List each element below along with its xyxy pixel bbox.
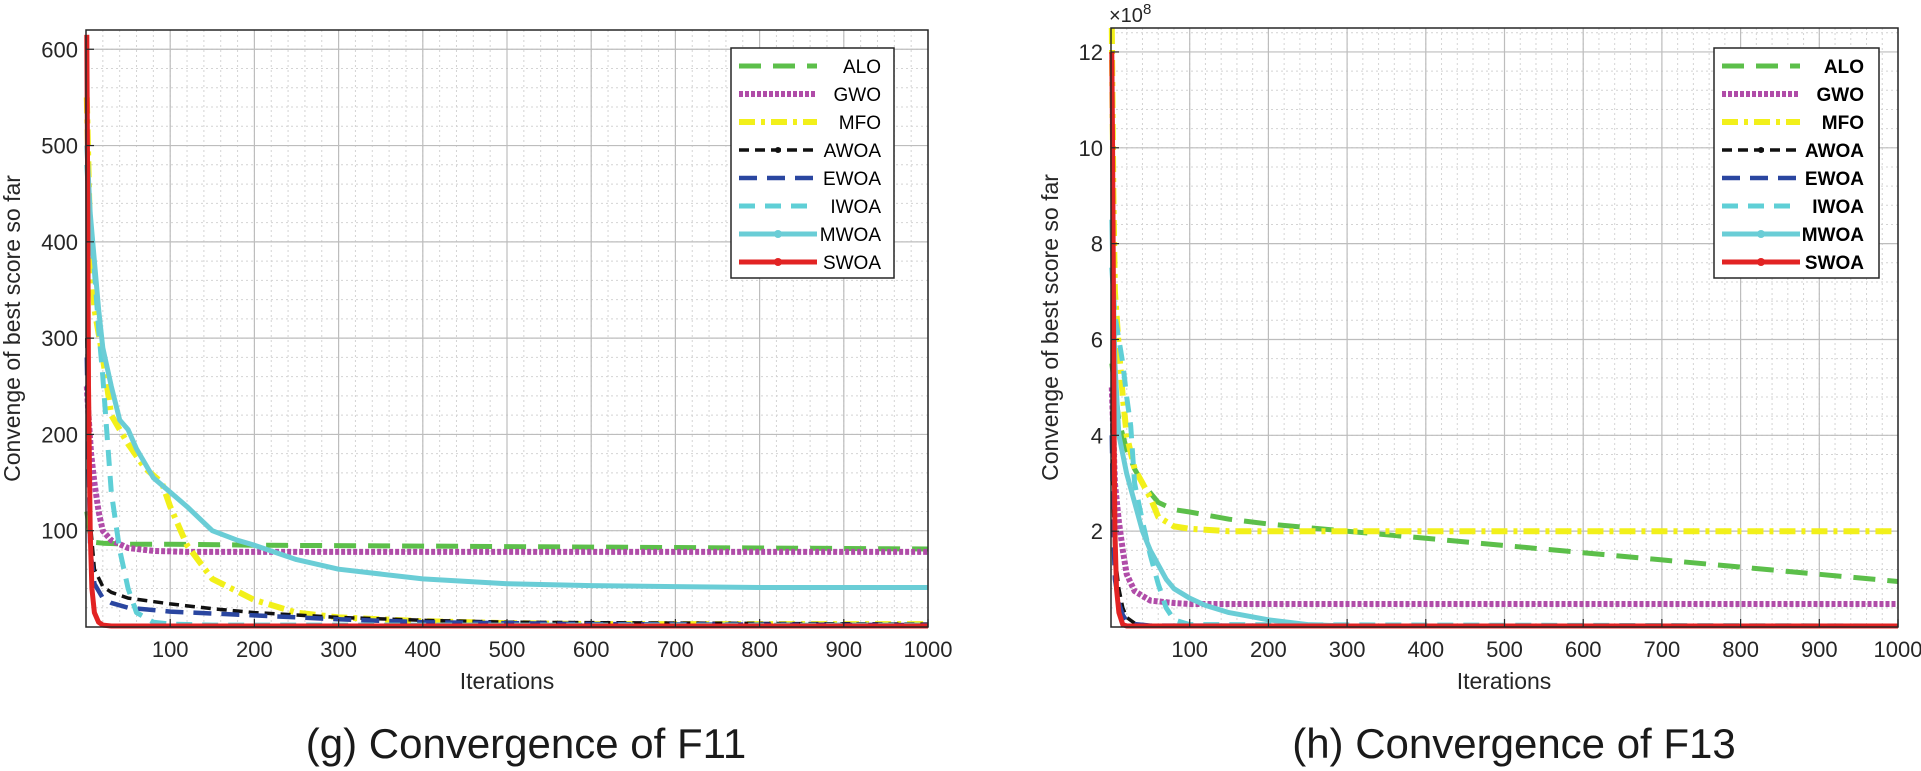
x-tick-label: 300 [1329,637,1366,662]
x-tick-label: 300 [320,637,357,662]
x-tick-label: 1000 [904,637,953,662]
series-line-gwo [1108,387,1898,607]
legend-label-awoa: AWOA [824,141,882,162]
y-tick-label: 600 [41,37,78,62]
major-grid [1111,28,1899,627]
legend-label-mfo: MFO [1822,113,1864,134]
x-axis-label: Iterations [1457,668,1552,694]
y-tick-label: 4 [1091,423,1103,448]
x-tick-label: 1000 [1874,637,1921,662]
legend: ALO GWO MFO AWOA EWOA IWOA MWOA SWOA [730,47,895,279]
x-tick-label: 100 [1171,637,1208,662]
legend-marker [1757,258,1765,266]
legend-label-swoa: SWOA [823,253,881,274]
y-axis-label: Convenge of best score so far [0,175,25,482]
legend-box [730,47,895,279]
chart-caption: (h) Convergence of F13 [1292,720,1736,767]
x-tick-label: 200 [236,637,273,662]
series-line-mwoa [1109,219,1898,629]
legend-label-alo: ALO [1824,57,1864,78]
legend-label-gwo: GWO [834,85,882,106]
legend-label-iwoa: IWOA [1812,197,1864,218]
x-tick-label: 800 [741,637,778,662]
legend-marker [774,230,782,238]
legend-marker [775,147,781,153]
y-tick-label: 8 [1091,232,1103,257]
series-line-awoa [85,338,929,626]
series-line-mwoa [84,145,928,590]
series-lines [83,34,929,629]
x-tick-label: 700 [1644,637,1681,662]
series-line-swoa [1109,51,1898,629]
legend-marker [1757,230,1765,238]
legend: ALO GWO MFO AWOA EWOA IWOA MWOA SWOA [1713,47,1880,279]
legend-label-ewoa: EWOA [823,169,881,190]
legend-label-iwoa: IWOA [830,197,881,218]
legend-box [1713,47,1880,279]
legend-label-swoa: SWOA [1805,253,1864,274]
y-exponent-label: ×108 [1109,1,1151,27]
series-line-iwoa [1109,267,1899,629]
legend-label-mwoa: MWOA [1802,225,1865,246]
legend-label-awoa: AWOA [1805,141,1864,162]
chart-1: 100 200 300 400 500 600 700 800 900 1000 100 200 300… [0,29,953,767]
y-tick-label: 400 [41,230,78,255]
x-tick-label: 400 [404,637,441,662]
y-tick-label: 200 [41,422,78,447]
y-tick-label: 2 [1091,519,1103,544]
legend-label-gwo: GWO [1817,85,1865,106]
x-tick-label: 900 [1801,637,1838,662]
x-tick-label: 100 [152,637,189,662]
legend-marker [1758,147,1764,153]
y-tick-label: 10 [1079,136,1103,161]
chart-2: 100 200 300 400 500 600 700 800 900 1000 2 4 6 8 10 12×… [1037,1,1921,767]
x-tick-label: 500 [489,637,526,662]
y-axis-label: Convenge of best score so far [1037,174,1063,481]
x-tick-label: 700 [657,637,694,662]
legend-label-ewoa: EWOA [1805,169,1864,190]
y-tick-label: 100 [41,519,78,544]
y-tick-label: 6 [1091,327,1103,352]
x-tick-label: 400 [1407,637,1444,662]
legend-label-mfo: MFO [839,113,881,134]
legend-marker [774,258,782,266]
chart-caption: (g) Convergence of F11 [306,720,746,767]
y-tick-label: 12 [1079,40,1103,65]
series-line-alo [84,511,929,552]
y-tick-label: 500 [41,134,78,159]
x-axis-label: Iterations [460,668,555,694]
y-tick-label: 300 [41,326,78,351]
legend-label-alo: ALO [843,57,881,78]
x-tick-label: 600 [1565,637,1602,662]
x-tick-label: 800 [1722,637,1759,662]
x-tick-label: 900 [825,637,862,662]
series-lines [1108,27,1899,629]
legend-label-mwoa: MWOA [820,225,882,246]
series-line-swoa [84,34,928,629]
x-tick-label: 500 [1486,637,1523,662]
x-tick-label: 600 [573,637,610,662]
x-tick-label: 200 [1250,637,1287,662]
